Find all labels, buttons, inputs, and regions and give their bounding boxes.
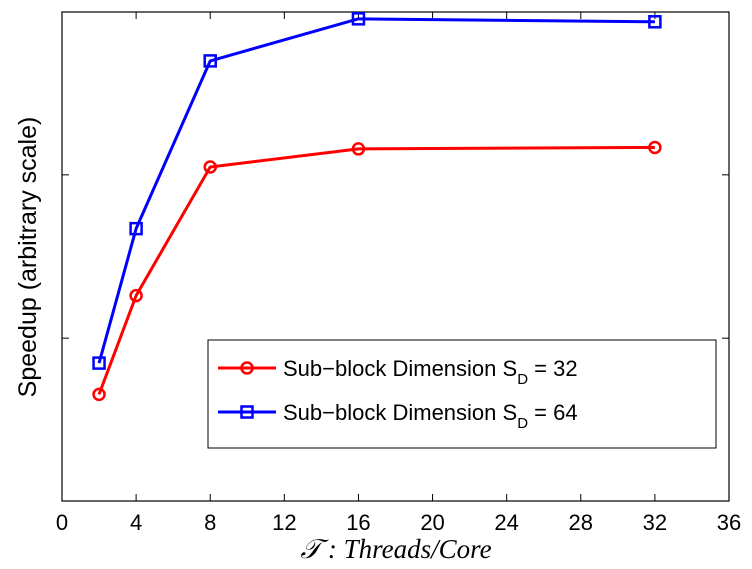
series-2: [92, 12, 662, 370]
x-tick-label: 36: [717, 510, 741, 535]
legend-label-main: Sub−block Dimension S: [283, 356, 517, 381]
x-tick-label: 0: [56, 510, 68, 535]
x-tick-label: 4: [130, 510, 142, 535]
legend-label-subscript: D: [517, 371, 528, 388]
x-tick-label: 16: [346, 510, 370, 535]
legend-label-main: Sub−block Dimension S: [283, 400, 517, 425]
series-1: [92, 140, 662, 402]
legend-swatch-marker: [240, 361, 254, 375]
x-tick-label: 8: [204, 510, 216, 535]
data-point: [351, 142, 366, 156]
x-tick-label: 28: [569, 510, 593, 535]
data-point: [648, 15, 662, 29]
axis-ticks: 0 4 8 12 16 20 24 28 32 36: [56, 12, 741, 535]
series-line: [97, 145, 655, 395]
x-tick-label: 32: [643, 510, 667, 535]
x-tick-label: 12: [272, 510, 296, 535]
data-point: [203, 160, 217, 174]
data-point: [203, 54, 217, 68]
data-point: [351, 12, 366, 26]
legend-label-tail: = 32: [528, 356, 578, 381]
data-point: [129, 288, 143, 303]
legend-entry-1: Sub−block Dimension SD = 32: [218, 356, 578, 388]
legend-label-subscript: D: [517, 415, 528, 432]
legend-swatch-marker: [240, 405, 254, 419]
legend-label: Sub−block Dimension SD = 32: [283, 356, 578, 388]
legend-box: [207, 339, 717, 449]
x-tick-label: 24: [494, 510, 518, 535]
series-layer: [92, 12, 662, 402]
data-point: [92, 356, 106, 370]
data-point: [129, 221, 143, 236]
x-tick-label: 20: [420, 510, 444, 535]
data-point: [92, 387, 106, 402]
legend-label: Sub−block Dimension SD = 64: [283, 400, 578, 432]
legend-label-tail: = 64: [528, 400, 578, 425]
data-point: [648, 140, 662, 155]
legend-entry-2: Sub−block Dimension SD = 64: [218, 400, 578, 432]
x-axis-label: 𝒯 : Threads/Core: [300, 534, 491, 564]
y-axis-label: Speedup (arbitrary scale): [14, 117, 42, 398]
series-line: [97, 17, 655, 364]
